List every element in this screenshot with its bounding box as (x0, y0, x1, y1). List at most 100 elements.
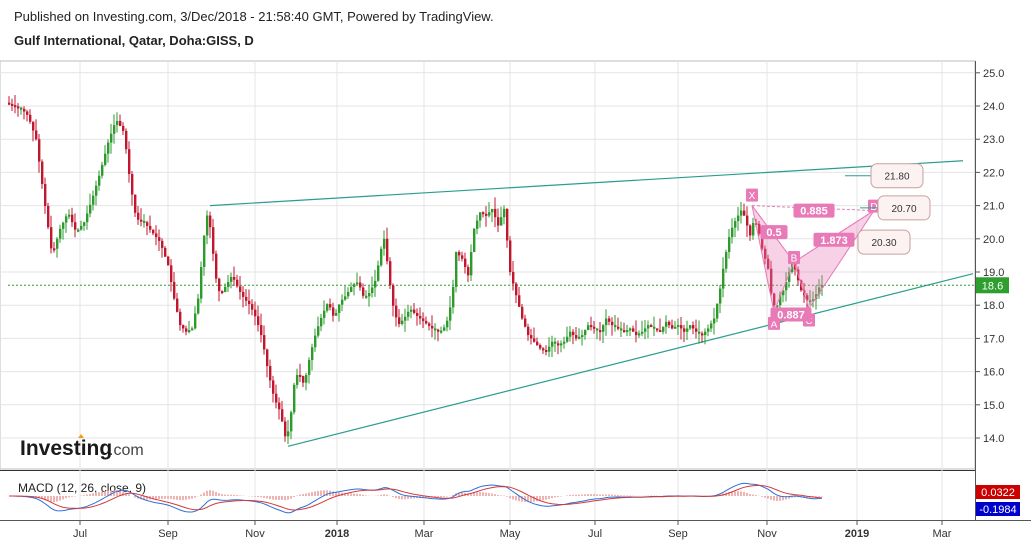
candle-body (143, 220, 146, 223)
pattern-ratio-box[interactable] (770, 307, 812, 322)
candle-body (635, 331, 638, 336)
candle-body (332, 307, 335, 316)
candle-body (734, 221, 737, 228)
candle-body (176, 298, 179, 312)
price-tick-label: 19.0 (983, 267, 1004, 279)
time-tick-label: Mar (933, 528, 952, 540)
candle-body (665, 321, 668, 327)
candle-body (404, 316, 407, 321)
candle-body (137, 212, 140, 220)
candle-body (506, 208, 509, 241)
candle-body (197, 298, 200, 314)
candle-body (131, 174, 134, 195)
candle-body (422, 318, 425, 321)
candle-body (686, 328, 689, 332)
candle-body (479, 212, 482, 221)
target-box[interactable] (870, 163, 924, 189)
candle-body (326, 304, 329, 311)
candle-body (590, 325, 593, 328)
candle-body (29, 114, 32, 122)
candle-body (716, 303, 719, 319)
pattern-point-b[interactable] (788, 251, 800, 265)
pattern-ratio-box[interactable] (813, 232, 855, 247)
candle-body (314, 335, 317, 348)
pattern-point-label: A (771, 319, 778, 330)
candle-body (707, 328, 710, 332)
upper-channel (209, 160, 964, 207)
candle-body (251, 304, 254, 310)
candle-body (302, 376, 305, 383)
candle-body (305, 374, 308, 383)
candle-body (779, 295, 782, 306)
candle-body (188, 330, 191, 333)
candle-body (539, 345, 542, 349)
candle-body (311, 347, 314, 360)
candlesticks (8, 94, 824, 444)
candle-body (530, 335, 533, 339)
candle-body (17, 106, 20, 109)
candle-body (161, 240, 164, 248)
instrument-title: Gulf International, Qatar, Doha:GISS, D (14, 33, 254, 48)
macd-signal-line (9, 484, 823, 511)
candle-body (164, 247, 167, 257)
candle-body (398, 317, 401, 325)
candle-body (119, 120, 122, 126)
candle-body (323, 310, 326, 318)
price-tick-label: 14.0 (983, 433, 1004, 445)
candle-body (701, 333, 704, 336)
target-box[interactable] (857, 229, 911, 255)
candle-body (809, 300, 812, 303)
candle-body (416, 312, 419, 316)
candle-body (587, 325, 590, 331)
candle-body (386, 238, 389, 262)
candle-body (692, 325, 695, 329)
price-axis[interactable]: 25.0 24.0 23.0 22.0 21.0 20.0 19.0 18.0 17.0 16.0… (975, 68, 1004, 445)
candle-body (695, 328, 698, 332)
candle-body (764, 248, 767, 259)
candle-body (170, 265, 173, 282)
candle-body (38, 139, 41, 162)
pattern-point-d[interactable] (868, 199, 880, 213)
candle-body (434, 328, 437, 331)
candle-body (203, 235, 206, 268)
price-tick-label: 20.0 (983, 234, 1004, 246)
candle-body (92, 195, 95, 205)
candle-body (578, 336, 581, 339)
time-axis[interactable]: Jul Sep Nov 2018 Mar May Jul Sep Nov 2019 Mar (73, 520, 952, 540)
candle-body (419, 315, 422, 319)
candle-body (551, 341, 554, 347)
candle-body (152, 229, 155, 234)
candle-body (227, 281, 230, 287)
candle-body (602, 325, 605, 332)
target-box[interactable] (877, 195, 931, 221)
target-label: 20.70 (891, 204, 916, 215)
candle-body (32, 121, 35, 131)
candle-body (689, 325, 692, 329)
candle-body (533, 338, 536, 342)
pattern-point-x[interactable] (746, 188, 758, 202)
candle-body (122, 125, 125, 131)
price-tick-label: 24.0 (983, 101, 1004, 113)
last-price-tag: 18.6 (976, 277, 1009, 294)
pattern-ratio-box[interactable] (760, 225, 788, 240)
candle-body (47, 206, 50, 228)
candle-body (245, 296, 248, 301)
candle-body (242, 291, 245, 297)
candle-body (53, 248, 56, 251)
candle-body (611, 321, 614, 326)
candle-body (329, 304, 332, 308)
candle-body (644, 328, 647, 332)
candle-body (488, 212, 491, 216)
candle-body (593, 326, 596, 329)
candle-body (44, 184, 47, 207)
time-tick-label: Sep (158, 528, 178, 540)
candle-body (281, 409, 284, 422)
candle-body (359, 282, 362, 288)
price-tick-label: 17.0 (983, 333, 1004, 345)
pattern-ratio-box[interactable] (793, 203, 835, 218)
candle-body (674, 326, 677, 329)
price-tick-label: 25.0 (983, 68, 1004, 80)
candle-body (116, 120, 119, 126)
